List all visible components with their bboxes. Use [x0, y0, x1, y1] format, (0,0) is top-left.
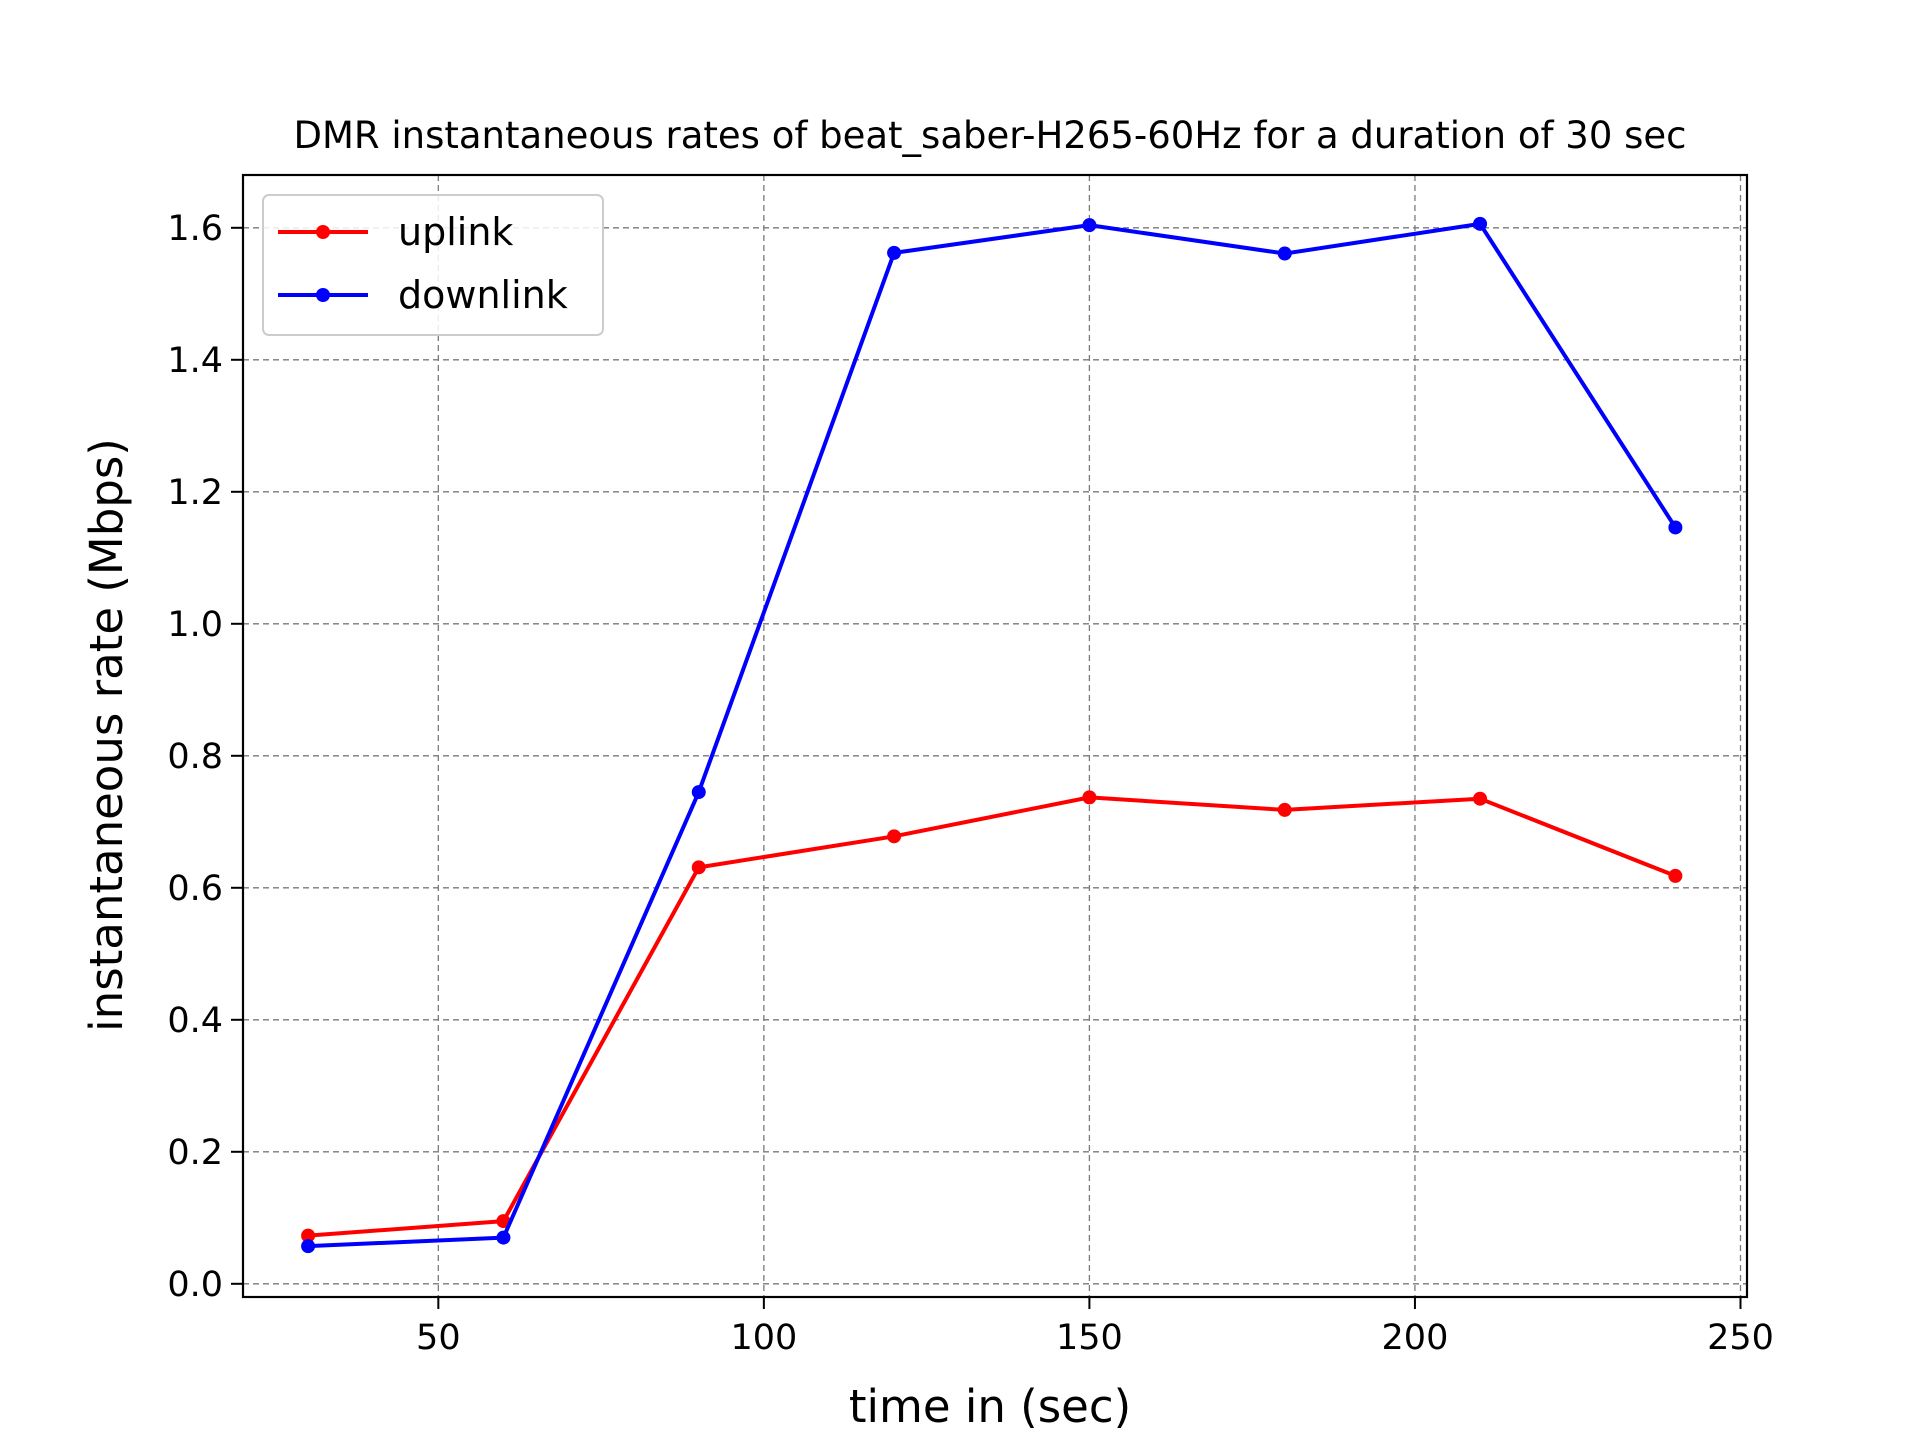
y-tick-label: 0.2	[167, 1133, 223, 1173]
legend-label-uplink: uplink	[398, 210, 513, 254]
plot-frame	[241, 173, 1749, 1299]
y-tick-label: 1.6	[167, 209, 223, 249]
y-axis-label: instantaneous rate (Mbps)	[80, 438, 133, 1032]
series-layer	[301, 216, 1683, 1254]
data-point-uplink	[301, 1228, 316, 1243]
legend: uplink downlink	[262, 194, 604, 336]
y-tick-label: 1.4	[167, 341, 223, 381]
data-point-downlink	[1082, 218, 1097, 233]
x-tick-label: 100	[730, 1318, 797, 1358]
data-point-downlink	[887, 245, 902, 260]
y-tick-label: 0.6	[167, 869, 223, 909]
data-point-downlink	[301, 1239, 316, 1254]
data-point-uplink	[887, 829, 902, 844]
x-tick-label: 250	[1707, 1318, 1774, 1358]
series-line-uplink	[307, 795, 1677, 1238]
y-tick-label: 1.2	[167, 473, 223, 513]
x-axis-label: time in (sec)	[849, 1380, 1131, 1433]
legend-marker-uplink	[316, 225, 330, 239]
y-tick-label: 0.0	[167, 1265, 223, 1305]
data-point-uplink	[691, 860, 706, 875]
x-tick-label: 50	[416, 1318, 461, 1358]
data-point-downlink	[1473, 216, 1488, 231]
data-point-uplink	[1082, 790, 1097, 805]
data-point-uplink	[1668, 868, 1683, 883]
legend-marker-downlink	[316, 288, 330, 302]
data-point-downlink	[496, 1230, 511, 1245]
data-point-uplink	[496, 1214, 511, 1229]
x-tick-label: 200	[1382, 1318, 1449, 1358]
data-point-uplink	[1277, 802, 1292, 817]
y-tick-label: 0.8	[167, 737, 223, 777]
axis-ticks: 50 100 150 200 250 0.0 0.2 0.4 0.6 0.8 1.0 1.2 1.4 1.…	[167, 209, 1774, 1358]
chart-title: DMR instantaneous rates of beat_saber-H2…	[293, 114, 1686, 157]
data-point-downlink	[1277, 246, 1292, 261]
y-tick-label: 0.4	[167, 1001, 223, 1041]
grid-lines	[243, 175, 1747, 1297]
data-point-downlink	[691, 785, 706, 800]
data-point-downlink	[1668, 520, 1683, 535]
x-tick-label: 150	[1056, 1318, 1123, 1358]
y-tick-label: 1.0	[167, 605, 223, 645]
series-line-downlink	[308, 221, 1678, 1249]
legend-label-downlink: downlink	[398, 273, 568, 317]
data-point-uplink	[1473, 791, 1488, 806]
